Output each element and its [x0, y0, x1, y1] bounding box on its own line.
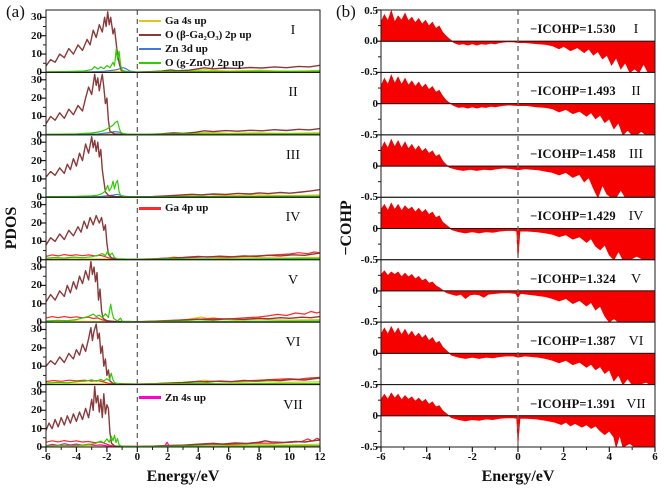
cohp-subpanel-III	[381, 138, 655, 198]
pdos-subpanel-I	[46, 11, 320, 73]
cohp-subpanel-VII	[381, 392, 655, 448]
pdos-x-axis-title: Energy/eV	[146, 468, 220, 485]
pdos-subpanel-border	[45, 71, 321, 136]
cohp-subpanel-II	[381, 74, 655, 135]
pdos-y-axis-title: PDOS	[3, 206, 20, 250]
pdos-subpanel-border	[45, 259, 321, 323]
pdos-subpanel-VII	[46, 385, 320, 448]
pdos-subpanel-VI	[46, 323, 320, 385]
pdos-series-Obeta-line	[46, 323, 320, 385]
cohp-area-II	[381, 74, 655, 135]
cohp-area-IV	[381, 202, 655, 260]
pdos-series-Obeta-line	[46, 214, 320, 260]
cohp-x-axis-title: Energy/eV	[481, 468, 555, 485]
pdos-series-OgZnO-line	[46, 372, 320, 385]
pdos-subpanel-border	[45, 134, 321, 198]
pdos-series-Obeta-line	[46, 385, 320, 448]
cohp-subpanel-IV	[381, 202, 655, 260]
pdos-subpanel-III	[46, 135, 320, 198]
pdos-subpanel-IV	[46, 214, 320, 260]
pdos-series-OgZnO-line	[46, 179, 320, 198]
cohp-area-VII	[381, 392, 655, 448]
panel-a-label: (a)	[6, 2, 25, 21]
pdos-subpanel-II	[46, 73, 320, 135]
pdos-series-Obeta-line	[46, 11, 320, 73]
pdos-series-Obeta-line	[46, 73, 320, 135]
cohp-y-axis-title: −COHP	[338, 200, 355, 256]
pdos-subpanel-V	[46, 260, 320, 323]
pdos-series-OgZnO-line	[46, 303, 320, 323]
cohp-area-V	[381, 270, 655, 323]
pdos-series-OgZnO-line	[46, 250, 320, 260]
pdos-series-OgZnO-line	[46, 120, 320, 135]
panel-b-label: (b)	[336, 2, 356, 21]
pdos-series-OgZnO-line	[46, 434, 320, 448]
pdos-subpanel-border	[45, 384, 321, 448]
pdos-series-OgZnO-line	[46, 47, 320, 73]
cohp-subpanel-V	[381, 270, 655, 323]
pdos-subpanel-border	[45, 321, 321, 386]
cohp-area-III	[381, 138, 655, 198]
pdos-series-Obeta-line	[46, 135, 320, 198]
pdos-series-Obeta-line	[46, 260, 320, 323]
